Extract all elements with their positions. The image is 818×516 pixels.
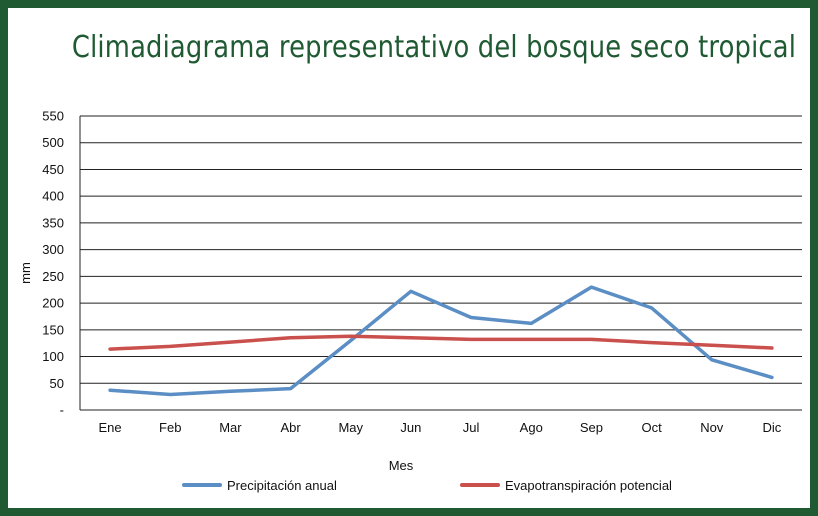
y-tick-label: 100 — [42, 349, 64, 364]
data-point — [589, 285, 593, 289]
x-axis-ticks: Ene Feb Mar Abr May Jun Jul Ago Sep Oct Nov Dic — [99, 420, 782, 435]
x-tick-label: Oct — [641, 420, 662, 435]
data-point — [409, 289, 413, 293]
y-tick-label: 300 — [42, 242, 64, 257]
data-point — [168, 344, 172, 348]
data-point — [469, 316, 473, 320]
data-point — [289, 387, 293, 391]
y-tick-label: 150 — [42, 322, 64, 337]
y-tick-label: 50 — [50, 376, 64, 391]
data-point — [289, 336, 293, 340]
x-tick-label: May — [338, 420, 363, 435]
legend-label: Precipitación anual — [227, 478, 337, 493]
x-tick-label: Jul — [463, 420, 480, 435]
data-point — [529, 337, 533, 341]
data-point — [710, 343, 714, 347]
legend-label: Evapotranspiración potencial — [505, 478, 672, 493]
chart-frame: Climadiagrama representativo del bosque … — [8, 8, 810, 508]
legend: Precipitación anual Evapotranspiración po… — [182, 478, 672, 493]
data-point — [108, 388, 112, 392]
chart-title: Climadiagrama representativo del bosque … — [71, 30, 796, 65]
data-point — [349, 334, 353, 338]
y-tick-label: 500 — [42, 135, 64, 150]
y-tick-label: 400 — [42, 189, 64, 204]
x-tick-label: Feb — [159, 420, 181, 435]
series-lines — [108, 285, 774, 397]
data-point — [710, 358, 714, 362]
y-axis-ticks: - 50 100 150 200 250 300 350 400 450 500 550 — [42, 109, 64, 418]
data-point — [469, 337, 473, 341]
y-tick-label: 550 — [42, 109, 64, 124]
x-tick-label: Jun — [400, 420, 421, 435]
x-tick-label: Ene — [99, 420, 122, 435]
y-tick-label: 250 — [42, 269, 64, 284]
data-point — [770, 346, 774, 350]
x-tick-label: Abr — [280, 420, 301, 435]
data-point — [349, 339, 353, 343]
data-point — [409, 336, 413, 340]
y-tick-label: 350 — [42, 215, 64, 230]
x-tick-label: Nov — [700, 420, 724, 435]
data-point — [168, 392, 172, 396]
grid-lines — [79, 115, 802, 411]
data-point — [650, 306, 654, 310]
y-tick-label: 450 — [42, 162, 64, 177]
data-point — [529, 321, 533, 325]
series-line-precipitacion — [108, 285, 774, 397]
line-chart: - 50 100 150 200 250 300 350 400 450 500 550 Ene Feb… — [18, 109, 802, 493]
x-tick-label: Mar — [219, 420, 242, 435]
y-tick-label: - — [60, 403, 64, 418]
y-axis-title: mm — [18, 262, 33, 284]
x-tick-label: Dic — [763, 420, 782, 435]
x-axis-title: Mes — [389, 458, 414, 473]
data-point — [650, 341, 654, 345]
data-point — [228, 389, 232, 393]
data-point — [589, 337, 593, 341]
series-line-evapotranspiracion — [108, 334, 774, 351]
data-point — [108, 347, 112, 351]
data-point — [770, 375, 774, 379]
y-tick-label: 200 — [42, 296, 64, 311]
x-tick-label: Sep — [580, 420, 603, 435]
data-point — [228, 340, 232, 344]
x-tick-label: Ago — [520, 420, 543, 435]
